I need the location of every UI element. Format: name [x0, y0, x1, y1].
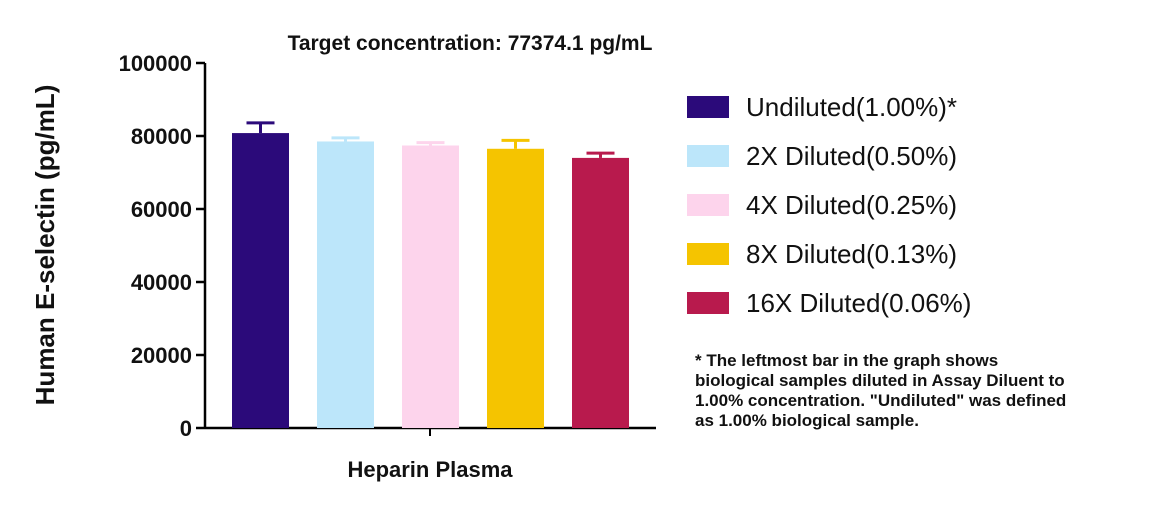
y-tick-label: 60000 [131, 197, 192, 222]
legend-swatch-4 [687, 243, 729, 265]
legend-label-1: Undiluted(1.00%)* [746, 92, 957, 122]
x-axis-label: Heparin Plasma [347, 457, 513, 482]
chart-title: Target concentration: 77374.1 pg/mL [288, 32, 653, 55]
bar-2 [317, 141, 374, 428]
y-tick-label: 100000 [119, 51, 192, 76]
legend-swatch-2 [687, 145, 729, 167]
footnote-line-4: as 1.00% biological sample. [695, 411, 919, 430]
bar-5 [572, 157, 629, 428]
bar-1 [232, 133, 289, 428]
y-tick-label: 80000 [131, 124, 192, 149]
y-tick-label: 0 [180, 416, 192, 441]
footnote: * The leftmost bar in the graph showsbio… [695, 351, 1066, 430]
bar-4 [487, 148, 544, 428]
footnote-line-1: * The leftmost bar in the graph shows [695, 351, 998, 370]
legend-swatch-3 [687, 194, 729, 216]
legend-swatch-1 [687, 96, 729, 118]
footnote-line-3: 1.00% concentration. "Undiluted" was def… [695, 391, 1066, 410]
bars [232, 121, 629, 429]
legend-label-5: 16X Diluted(0.06%) [746, 288, 971, 318]
legend-label-2: 2X Diluted(0.50%) [746, 141, 957, 171]
y-axis-label: Human E-selectin (pg/mL) [30, 85, 60, 406]
bar-3 [402, 145, 459, 429]
legend-swatch-5 [687, 292, 729, 314]
y-axis-ticks: 0 20000 40000 60000 80000 100000 [119, 51, 205, 441]
y-tick-label: 40000 [131, 270, 192, 295]
footnote-line-2: biological samples diluted in Assay Dilu… [695, 371, 1065, 390]
legend-label-3: 4X Diluted(0.25%) [746, 190, 957, 220]
legend-label-4: 8X Diluted(0.13%) [746, 239, 957, 269]
y-tick-label: 20000 [131, 343, 192, 368]
legend: Undiluted(1.00%)* 2X Diluted(0.50%) 4X Dil… [687, 92, 971, 318]
